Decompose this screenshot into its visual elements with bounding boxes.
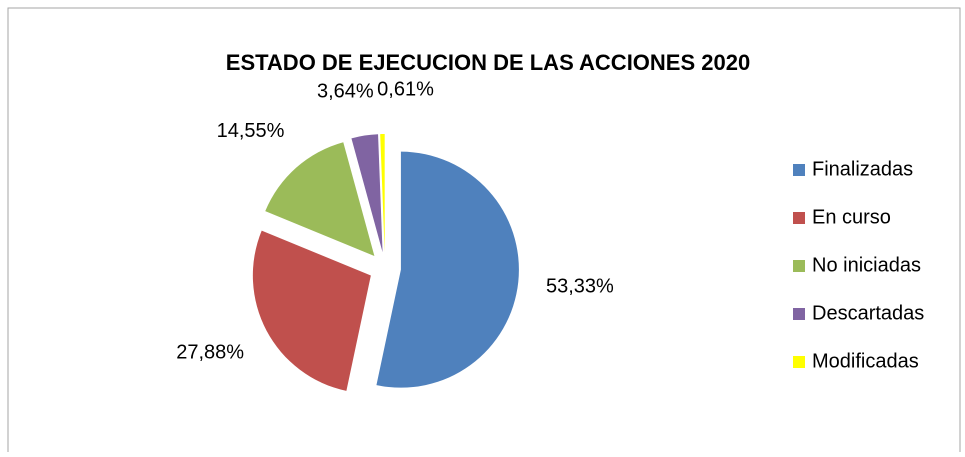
pie-slice: [351, 134, 383, 253]
legend-label: Descartadas: [812, 302, 924, 324]
pie-slice: [252, 230, 371, 391]
legend-swatch: [793, 164, 805, 176]
data-label: 0,61%: [377, 78, 434, 100]
data-label: 27,88%: [176, 341, 244, 363]
pie-slice: [265, 142, 375, 257]
pie-slice: [380, 134, 385, 253]
legend-label: Modificadas: [812, 350, 919, 372]
legend-swatch: [793, 260, 805, 272]
legend-label: Finalizadas: [812, 158, 913, 180]
chart-frame: [7, 7, 961, 452]
data-label: 53,33%: [546, 275, 614, 297]
legend-swatch: [793, 212, 805, 224]
legend-label: En curso: [812, 206, 891, 228]
legend-swatch: [793, 356, 805, 368]
data-label: 3,64%: [317, 80, 374, 102]
data-label: 14,55%: [217, 120, 285, 142]
legend-label: No iniciadas: [812, 254, 921, 276]
legend-swatch: [793, 308, 805, 320]
pie-slice: [376, 151, 519, 388]
chart-title: ESTADO DE EJECUCION DE LAS ACCIONES 2020: [226, 50, 750, 75]
